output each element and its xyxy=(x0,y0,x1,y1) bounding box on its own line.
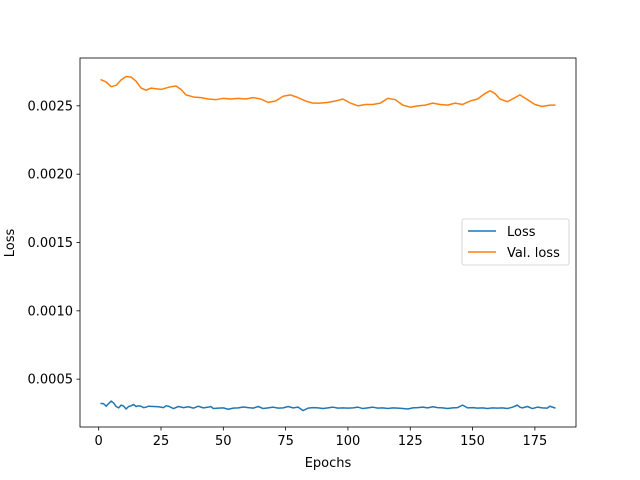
x-tick-label: 150 xyxy=(460,434,485,449)
y-tick-label: 0.0015 xyxy=(28,236,74,251)
x-tick-label: 50 xyxy=(215,434,232,449)
y-tick-label: 0.0025 xyxy=(28,99,74,114)
legend: Loss Val. loss xyxy=(461,218,570,266)
x-tick-label: 125 xyxy=(398,434,423,449)
x-tick-label: 75 xyxy=(277,434,294,449)
x-axis-ticks: 0 25 50 75 100 125 150 175 xyxy=(95,427,547,449)
y-tick-label: 0.0020 xyxy=(28,168,74,183)
x-tick-label: 25 xyxy=(153,434,170,449)
x-axis-label: Epochs xyxy=(305,456,352,471)
series-layer xyxy=(100,75,556,412)
x-tick-label: 0 xyxy=(95,434,103,449)
legend-label-loss: Loss xyxy=(507,225,536,240)
y-axis-label: Loss xyxy=(3,229,18,258)
series-line-val-loss xyxy=(100,75,556,108)
x-tick-label: 175 xyxy=(522,434,547,449)
x-tick-label: 100 xyxy=(336,434,361,449)
y-tick-label: 0.0010 xyxy=(28,304,74,319)
y-axis-ticks: 0.0005 0.0010 0.0015 0.0020 0.0025 xyxy=(28,99,80,388)
y-tick-label: 0.0005 xyxy=(28,373,74,388)
legend-label-val-loss: Val. loss xyxy=(507,246,560,261)
series-line-loss xyxy=(100,400,556,412)
